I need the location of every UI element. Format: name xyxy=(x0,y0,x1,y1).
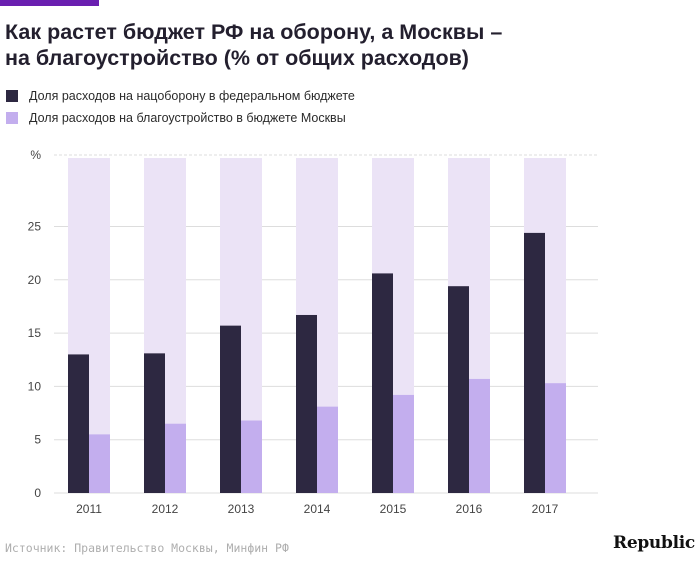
bar-improvement xyxy=(317,406,338,493)
legend: Доля расходов на нацоборону в федерально… xyxy=(6,86,355,130)
bar-improvement xyxy=(165,423,186,493)
bar-defense xyxy=(220,325,241,493)
legend-label-improvement: Доля расходов на благоустройство в бюдже… xyxy=(29,111,346,125)
republic-logo: Republic xyxy=(613,533,695,553)
x-tick-label: 2011 xyxy=(76,502,102,516)
bar-defense xyxy=(524,232,545,493)
bar-defense xyxy=(296,314,317,493)
bar-chart: 0 5 10 15 20 25% 2011 2012 2013 2014 2015 2016 2017 xyxy=(28,148,598,516)
bar-defense xyxy=(68,354,89,493)
x-tick-label: 2013 xyxy=(228,502,255,516)
bar-improvement xyxy=(89,434,110,493)
legend-swatch-defense xyxy=(6,90,18,102)
bar-defense xyxy=(372,273,393,493)
x-tick-label: 2017 xyxy=(532,502,559,516)
y-tick-label: 10 xyxy=(28,379,42,393)
chart-title: Как растет бюджет РФ на оборону, а Москв… xyxy=(5,19,695,71)
source-note: Источник: Правительство Москвы, Минфин Р… xyxy=(5,541,289,555)
y-tick-label: 20 xyxy=(28,273,42,287)
accent-bar xyxy=(0,0,99,6)
bar-improvement xyxy=(393,394,414,493)
legend-label-defense: Доля расходов на нацоборону в федерально… xyxy=(29,89,355,103)
y-tick-label: % xyxy=(30,148,41,162)
y-tick-label: 5 xyxy=(34,433,41,447)
bar-defense xyxy=(448,286,469,493)
legend-item-defense: Доля расходов на нацоборону в федерально… xyxy=(6,86,355,106)
x-tick-label: 2016 xyxy=(456,502,483,516)
y-tick-label: 0 xyxy=(34,486,41,500)
legend-item-improvement: Доля расходов на благоустройство в бюдже… xyxy=(6,108,355,128)
x-tick-label: 2015 xyxy=(380,502,407,516)
x-tick-label: 2012 xyxy=(152,502,179,516)
x-tick-label: 2014 xyxy=(304,502,331,516)
y-tick-label: 15 xyxy=(28,326,42,340)
bar-defense xyxy=(144,353,165,493)
bar-improvement xyxy=(469,378,490,493)
chart-title-line1: Как растет бюджет РФ на оборону, а Москв… xyxy=(5,20,503,44)
y-tick-label: 25 xyxy=(28,220,42,234)
legend-swatch-improvement xyxy=(6,112,18,124)
chart-title-line2: на благоустройство (% от общих расходов) xyxy=(5,46,469,70)
bar-improvement xyxy=(545,383,566,493)
bar-improvement xyxy=(241,420,262,493)
